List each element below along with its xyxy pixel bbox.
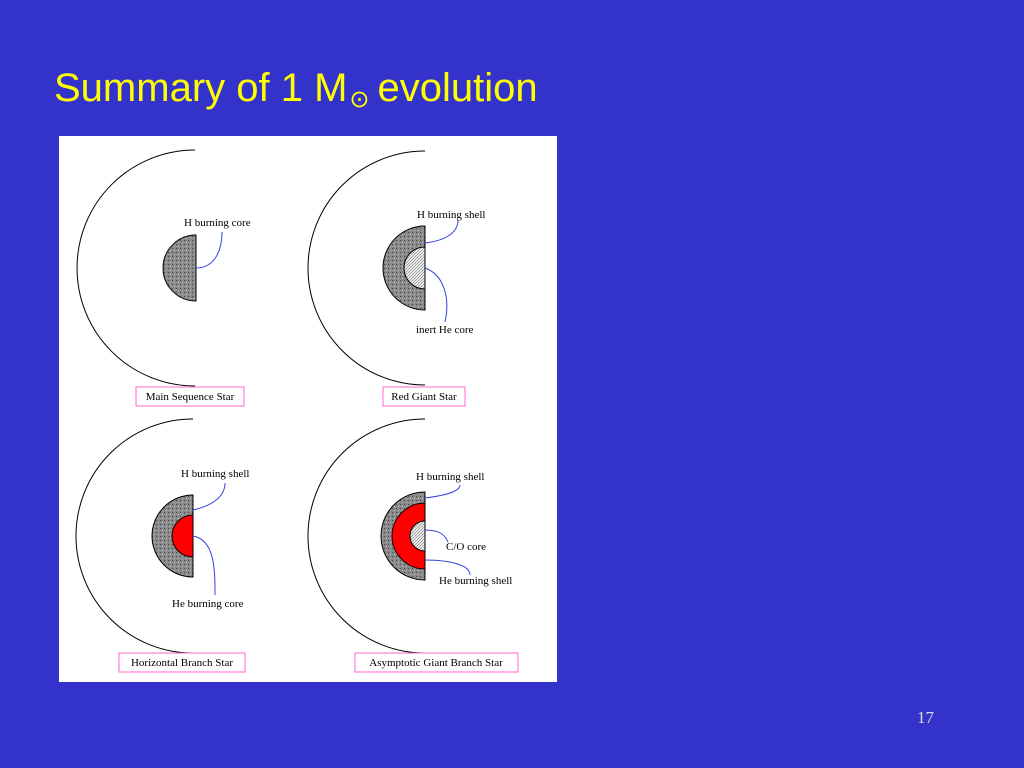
caption-box [118, 652, 246, 673]
leader-line [424, 529, 449, 543]
leader-line [424, 219, 459, 244]
core [403, 246, 426, 290]
star-surface [307, 418, 426, 654]
leader-line [424, 559, 471, 576]
figure-background [59, 136, 557, 682]
label: H burning shell [181, 468, 249, 480]
caption: Asymptotic Giant Branch Star [369, 657, 503, 669]
shell [391, 502, 426, 570]
caption: Main Sequence Star [146, 391, 235, 403]
label: C/O core [446, 541, 486, 553]
label: H burning shell [416, 471, 484, 483]
leader-line [192, 482, 226, 511]
core [162, 234, 197, 302]
slide-title: Summary of 1 M⊙ evolution [54, 66, 538, 113]
sun-symbol: ⊙ [349, 86, 370, 113]
leader-line [192, 535, 216, 596]
label: He burning shell [439, 575, 512, 587]
caption: Red Giant Star [391, 391, 457, 403]
caption-box [382, 386, 466, 407]
title-text: evolution [377, 66, 538, 110]
leader-line [424, 267, 448, 323]
label: inert He core [416, 324, 474, 336]
caption-box [135, 386, 245, 407]
page-number: 17 [917, 708, 934, 727]
label: H burning core [184, 217, 251, 229]
label: H burning shell [417, 209, 485, 221]
title-text: Summary of 1 M [54, 66, 348, 110]
star-surface [307, 150, 426, 386]
leader-line [424, 484, 461, 499]
caption-box [354, 652, 519, 673]
core [171, 514, 194, 558]
leader-line [195, 231, 223, 269]
core [409, 520, 426, 552]
label: He burning core [172, 598, 244, 610]
star-surface [76, 149, 196, 387]
star-surface [75, 418, 194, 654]
caption: Horizontal Branch Star [131, 657, 233, 669]
